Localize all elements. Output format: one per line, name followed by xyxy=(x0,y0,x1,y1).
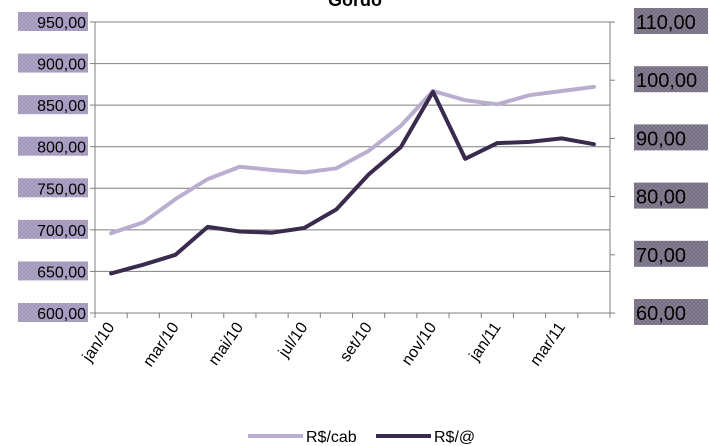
legend-label: R$/cab xyxy=(306,429,357,446)
y-tick-label-bg-right xyxy=(634,66,708,93)
series-line xyxy=(109,89,596,276)
y-tick-label-bg-left xyxy=(18,303,88,322)
y-tick-label-left: 900,00 xyxy=(37,57,86,74)
y-tick-label-left: 750,00 xyxy=(37,181,86,198)
x-tick-label: mai/10 xyxy=(206,319,248,368)
legend-label: R$/@ xyxy=(434,429,475,446)
y-tick-label-bg-left xyxy=(18,178,88,198)
y-tick-label-right: 70,00 xyxy=(636,245,686,267)
y-tick-label-bg-left xyxy=(18,219,88,239)
series-line xyxy=(109,84,596,236)
axes xyxy=(90,21,615,318)
x-tick-label: set/10 xyxy=(337,319,376,365)
gridlines xyxy=(95,21,610,314)
x-tick-label: mar/11 xyxy=(527,319,569,369)
y-tick-label-bg-right xyxy=(634,299,708,325)
y-tick-label-right: 80,00 xyxy=(636,187,686,209)
y-tick-label-right: 110,00 xyxy=(636,12,696,34)
y-tick-label-bg-left xyxy=(18,136,88,156)
y-tick-label-left: 850,00 xyxy=(37,98,86,115)
y-axis-right-ticks: 60,00 70,00 80,00 90,00 100,00 110,00 xyxy=(634,8,708,325)
y-tick-label-bg-left xyxy=(18,53,88,73)
chart-title-group: Gordo xyxy=(328,0,382,10)
y-tick-label-bg-left xyxy=(18,95,88,115)
legend: R$/cab R$/@ xyxy=(248,429,475,446)
y-tick-label-left: 950,00 xyxy=(37,15,86,32)
x-tick-label: nov/10 xyxy=(399,319,441,368)
y-tick-label-bg-right xyxy=(634,240,708,267)
chart-title: Gordo xyxy=(328,0,382,10)
x-axis-ticks: jan/10 mar/10 mai/10 jul/10 set/10 nov/10 jan/… xyxy=(79,319,569,370)
y-tick-label-right: 100,00 xyxy=(636,70,697,92)
y-tick-label-left: 600,00 xyxy=(37,306,86,323)
y-axis-left-ticks: 600,00 650,00 700,00 750,00 800,00 850,00 900,… xyxy=(18,12,88,323)
y-tick-label-bg-right xyxy=(634,182,708,209)
y-tick-label-bg-left xyxy=(18,261,88,281)
y-tick-label-right: 90,00 xyxy=(636,128,686,150)
y-tick-label-left: 650,00 xyxy=(37,264,86,281)
series-lines xyxy=(109,84,596,276)
y-tick-label-bg-right xyxy=(634,8,708,34)
x-tick-label: mar/10 xyxy=(140,319,183,370)
y-tick-label-bg-right xyxy=(634,124,708,151)
y-tick-label-left: 800,00 xyxy=(37,140,86,157)
y-tick-label-left: 700,00 xyxy=(37,223,86,240)
y-tick-label-bg-left xyxy=(18,12,88,31)
x-tick-label: jan/11 xyxy=(466,319,505,364)
x-tick-label: jul/10 xyxy=(275,319,311,361)
x-tick-label: jan/10 xyxy=(79,319,119,365)
y-tick-label-right: 60,00 xyxy=(636,303,686,325)
